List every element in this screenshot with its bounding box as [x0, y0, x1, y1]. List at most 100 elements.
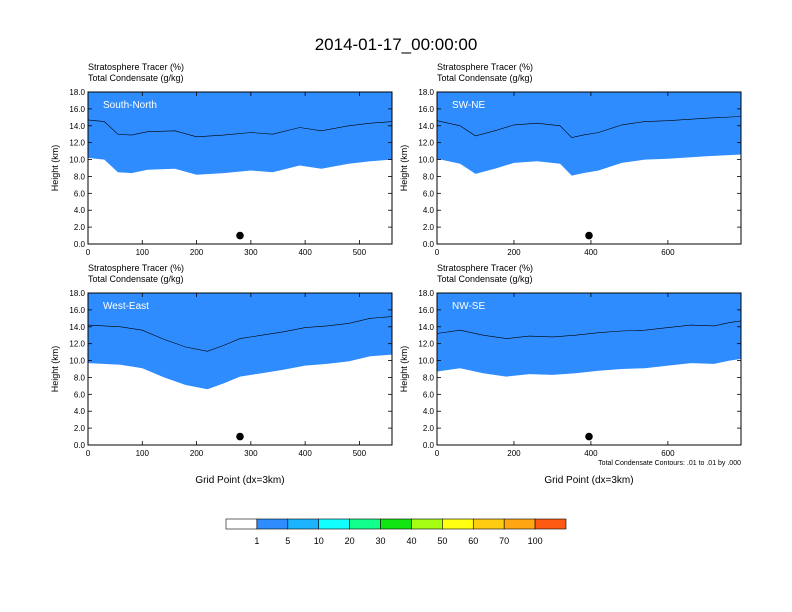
y-tick-label: 10.0: [418, 357, 434, 366]
tracer-field: [88, 92, 392, 244]
colorbar-swatch-9: [472, 518, 505, 530]
y-tick-label: 18.0: [418, 289, 434, 298]
y-tick-label: 10.0: [69, 156, 85, 165]
panel-label: SW-NE: [452, 100, 485, 111]
y-tick-label: 8.0: [423, 172, 435, 181]
y-axis-label: Height (km): [50, 346, 60, 393]
panel-subtitle-2: Total Condensate (g/kg): [88, 274, 184, 284]
x-tick-label: 600: [661, 449, 675, 458]
y-tick-label: 14.0: [69, 122, 85, 131]
panel-label: South-North: [103, 100, 157, 111]
colorbar-swatch-11: [534, 518, 567, 530]
panel-label: NW-SE: [452, 301, 485, 312]
y-axis-label: Height (km): [399, 346, 409, 393]
condensate-contour: [88, 119, 392, 138]
x-tick-label: 400: [584, 449, 598, 458]
y-tick-label: 10.0: [418, 156, 434, 165]
y-tick-label: 6.0: [74, 189, 86, 198]
y-tick-label: 16.0: [418, 105, 434, 114]
panel-subtitle-1: Stratosphere Tracer (%): [437, 263, 533, 273]
y-tick-label: 16.0: [418, 306, 434, 315]
colorbar-swatch-3: [287, 518, 320, 530]
y-tick-label: 10.0: [69, 357, 85, 366]
x-axis-label: Grid Point (dx=3km): [544, 475, 633, 486]
x-tick-label: 200: [190, 449, 204, 458]
colorbar-label: 5: [285, 536, 290, 546]
x-tick-label: 200: [507, 449, 521, 458]
y-tick-label: 4.0: [74, 407, 86, 416]
panel-2: Stratosphere Tracer (%)Total Condensate …: [399, 62, 742, 257]
y-tick-label: 4.0: [74, 206, 86, 215]
panel-subtitle-1: Stratosphere Tracer (%): [88, 62, 184, 72]
x-tick-label: 0: [86, 449, 91, 458]
plot-frame: [87, 292, 393, 446]
y-tick-label: 6.0: [423, 189, 435, 198]
x-tick-label: 0: [86, 248, 91, 257]
y-tick-label: 8.0: [74, 172, 86, 181]
location-marker: [236, 432, 244, 441]
y-tick-label: 14.0: [69, 323, 85, 332]
y-tick-label: 14.0: [418, 122, 434, 131]
x-tick-label: 500: [353, 449, 367, 458]
panel-subtitle-1: Stratosphere Tracer (%): [88, 263, 184, 273]
panel-1: Stratosphere Tracer (%)Total Condensate …: [50, 62, 393, 257]
tracer-band-11: [88, 293, 392, 390]
y-tick-label: 12.0: [418, 139, 434, 148]
tracer-band-11: [437, 92, 741, 176]
panel-subtitle-2: Total Condensate (g/kg): [88, 73, 184, 83]
y-tick-label: 4.0: [423, 407, 435, 416]
y-tick-label: 0.0: [423, 240, 435, 249]
y-tick-label: 12.0: [69, 340, 85, 349]
contour-note: Total Condensate Contours: .01 to .01 by…: [598, 460, 741, 467]
colorbar-swatch-1: [225, 518, 258, 530]
y-tick-label: 0.0: [423, 441, 435, 450]
colorbar-swatch-7: [411, 518, 443, 530]
location-marker: [585, 231, 593, 240]
tracer-field: [88, 293, 392, 445]
condensate-contour: [88, 316, 392, 352]
condensate-contour: [437, 116, 741, 138]
y-tick-label: 2.0: [74, 223, 86, 232]
colorbar-label: 40: [406, 536, 416, 546]
y-tick-label: 8.0: [74, 373, 86, 382]
colorbar-label: 60: [468, 536, 478, 546]
colorbar-label: 1: [254, 536, 259, 546]
x-tick-label: 100: [136, 248, 150, 257]
panel-3: Stratosphere Tracer (%)Total Condensate …: [50, 263, 393, 486]
tracer-field: [437, 293, 741, 445]
location-marker: [236, 231, 244, 240]
y-tick-label: 18.0: [69, 88, 85, 97]
y-tick-label: 16.0: [69, 306, 85, 315]
x-tick-label: 200: [507, 248, 521, 257]
panels: Stratosphere Tracer (%)Total Condensate …: [50, 62, 742, 486]
y-tick-label: 14.0: [418, 323, 434, 332]
y-tick-label: 6.0: [74, 390, 86, 399]
tracer-band-11: [437, 293, 741, 377]
y-tick-label: 12.0: [418, 340, 434, 349]
plot-frame: [87, 91, 393, 245]
x-tick-label: 100: [136, 449, 150, 458]
colorbar-label: 10: [314, 536, 324, 546]
x-tick-label: 400: [584, 248, 598, 257]
panel-4: Stratosphere Tracer (%)Total Condensate …: [399, 263, 742, 486]
y-tick-label: 2.0: [74, 424, 86, 433]
y-tick-label: 2.0: [423, 223, 435, 232]
colorbar-swatch-5: [349, 518, 381, 530]
colorbar-label: 50: [437, 536, 447, 546]
panel-subtitle-2: Total Condensate (g/kg): [437, 274, 533, 284]
x-tick-label: 200: [190, 248, 204, 257]
x-axis-label: Grid Point (dx=3km): [195, 475, 284, 486]
figure-title: 2014-01-17_00:00:00: [315, 35, 478, 54]
panel-subtitle-2: Total Condensate (g/kg): [437, 73, 533, 83]
y-tick-label: 16.0: [69, 105, 85, 114]
x-tick-label: 600: [661, 248, 675, 257]
tracer-field: [437, 92, 741, 244]
colorbar-swatch-2: [256, 518, 289, 530]
x-tick-label: 300: [244, 449, 258, 458]
colorbar-label: 70: [499, 536, 509, 546]
colorbar: 1 5 10 20 30 40 50 60 70 100: [225, 518, 567, 546]
colorbar-label: 100: [528, 536, 543, 546]
colorbar-label: 30: [376, 536, 386, 546]
condensate-contour: [437, 320, 741, 339]
